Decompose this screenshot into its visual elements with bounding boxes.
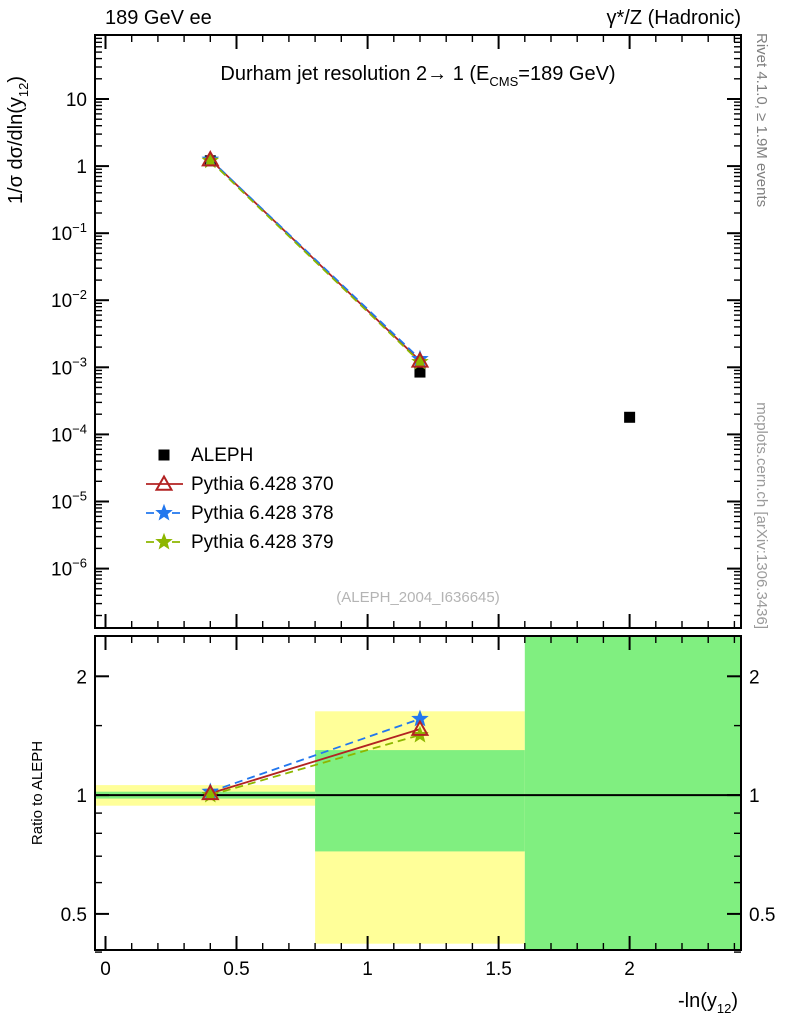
y-axis-label-ratio: Ratio to ALEPH (29, 741, 46, 845)
header-beam-energy: 189 GeV ee (105, 7, 212, 29)
data-marker-square (624, 411, 636, 423)
mc-ratio-line (210, 728, 421, 795)
ratio-tick-label: 2 (749, 667, 760, 688)
data-marker-star (155, 532, 173, 550)
main-plot-data (201, 150, 636, 423)
ratio-tick-label: 2 (76, 667, 87, 688)
ratio-panel-frame (94, 635, 742, 951)
uncertainty-band (524, 636, 741, 950)
legend: ALEPH Pythia 6.428 370 Pythia 6.428 378 Pyt… (146, 445, 334, 553)
y-tick-label: 10−5 (51, 489, 87, 514)
data-marker-triangle (201, 783, 220, 801)
x-tick-label: 0 (100, 959, 111, 980)
x-tick-label: 1.5 (485, 959, 511, 980)
header-process: γ*/Z (Hadronic) (607, 7, 741, 29)
ratio-tick-label: 1 (749, 786, 760, 807)
mc-line (209, 160, 421, 363)
legend-label: ALEPH (191, 445, 253, 466)
mc-line (209, 158, 421, 360)
rivet-version-note: Rivet 4.1.0, ≥ 1.9M events (753, 33, 770, 207)
mc-ratio-line (210, 718, 421, 793)
data-marker-square (158, 449, 170, 461)
main-panel-frame (94, 34, 742, 629)
legend-label: Pythia 6.428 379 (191, 532, 334, 553)
analysis-watermark: (ALEPH_2004_I636645) (336, 589, 499, 606)
x-axis-label: -ln(y12) (678, 990, 738, 1016)
ratio-tick-label: 0.5 (61, 905, 87, 926)
x-tick-label: 0.5 (223, 959, 249, 980)
y-tick-label: 10−3 (51, 354, 87, 379)
ratio-tick-label: 0.5 (749, 905, 775, 926)
data-marker-triangle (201, 150, 220, 167)
plot-title: Durham jet resolution 2→ 1 (ECMS=189 GeV… (220, 63, 615, 89)
y-tick-label: 10−4 (51, 421, 87, 446)
mcplots-attribution-note: mcplots.cern.ch [arXiv:1306.3436] (753, 402, 770, 629)
ratio-plot-data (95, 709, 741, 803)
x-tick-label: 1 (362, 959, 373, 980)
legend-label: Pythia 6.428 378 (191, 503, 334, 524)
ratio-tick-label: 1 (76, 786, 87, 807)
mc-ratio-line (210, 734, 421, 796)
uncertainty-band (315, 750, 525, 852)
y-tick-label: 10−2 (51, 287, 87, 312)
data-marker-triangle (410, 719, 430, 736)
x-tick-label: 2 (624, 959, 635, 980)
data-marker-star (155, 503, 173, 521)
y-tick-label: 10 (66, 90, 87, 111)
y-tick-label: 10−6 (51, 556, 87, 581)
y-axis-label-main: 1/σ dσ/dln(y12) (5, 76, 31, 204)
ratio-uncertainty-bands (95, 636, 741, 950)
data-marker-triangle (410, 351, 430, 368)
data-marker-triangle (154, 474, 174, 491)
data-marker-star (201, 151, 220, 169)
y-tick-label: 1 (76, 157, 87, 178)
data-marker-star (411, 352, 429, 370)
legend-label: Pythia 6.428 370 (191, 474, 334, 495)
axes-frames-and-ticks: 10 1 10−1 10−2 10−3 10−4 10−5 10−6 0.5 0.5 1 1 2 2 0 0.… (51, 34, 775, 980)
data-marker-square (414, 366, 426, 378)
y-tick-label: 10−1 (51, 220, 87, 245)
